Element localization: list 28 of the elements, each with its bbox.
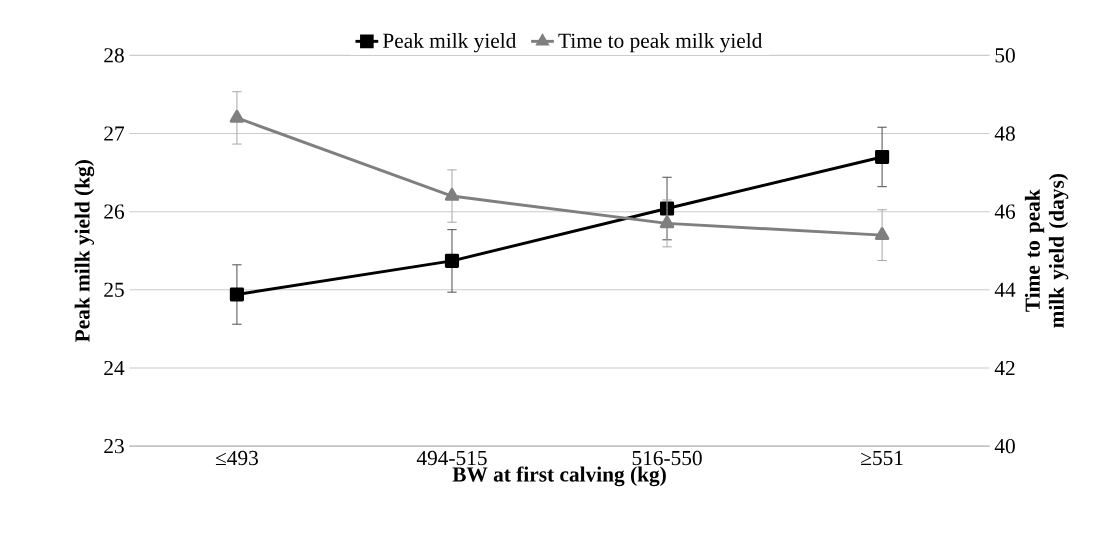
y2-axis-title: Time to peak milk yield (days)	[1024, 173, 1069, 328]
y-tick-label: 28	[104, 48, 124, 63]
y2-tick-label: 46	[994, 204, 1016, 219]
legend-label: Peak milk yield	[382, 32, 517, 53]
point	[229, 287, 244, 302]
point	[229, 109, 245, 123]
point	[444, 253, 460, 268]
legend-label: Time to peak milk yield	[558, 32, 763, 53]
point	[875, 149, 890, 164]
y-tick-label: 26	[104, 204, 125, 219]
y2-tick-label: 50	[995, 48, 1015, 63]
x-tick-label: 494-515	[416, 450, 487, 466]
y-axis-title: Peak milk yield (kg)	[74, 160, 95, 342]
point	[444, 187, 460, 201]
y-tick-label: 25	[104, 282, 124, 297]
x-tick-label: 516-550	[632, 450, 702, 466]
x-tick-label: ≤493	[215, 450, 258, 466]
y-tick-label: 23	[104, 438, 124, 454]
point	[874, 226, 890, 240]
y2-tick-label: 48	[994, 126, 1015, 141]
y-tick-label: 27	[104, 126, 125, 141]
x-tick-label: ≥551	[861, 450, 903, 466]
y2-tick-label: 44	[994, 282, 1016, 297]
point	[659, 215, 675, 229]
y2-tick-label: 42	[994, 360, 1015, 375]
y2-tick-label: 40	[994, 438, 1015, 454]
y-tick-label: 24	[104, 360, 125, 375]
x-axis-title: BW at first calving (kg)	[452, 466, 666, 487]
